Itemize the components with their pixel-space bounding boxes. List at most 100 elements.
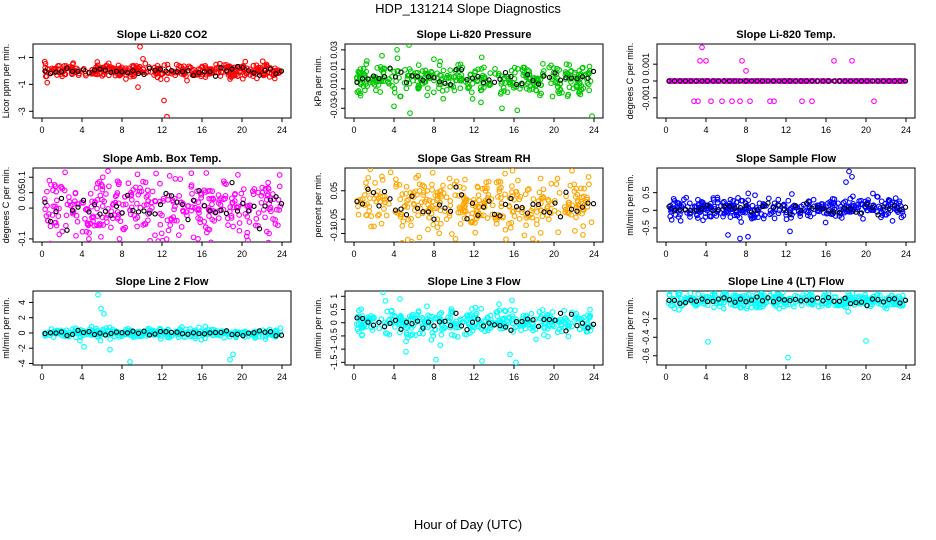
reference-point — [245, 330, 252, 336]
data-point — [267, 195, 273, 201]
data-point — [389, 312, 396, 318]
data-point — [43, 73, 50, 79]
data-point — [519, 82, 525, 89]
data-point — [74, 218, 81, 225]
x-tick-label: 12 — [781, 372, 791, 382]
data-point — [720, 305, 727, 312]
data-point — [144, 187, 151, 194]
data-point — [97, 192, 104, 199]
data-point — [138, 188, 145, 195]
data-point — [69, 209, 76, 216]
x-tick-label: 12 — [157, 249, 167, 259]
outlier-point — [785, 354, 791, 361]
data-point — [572, 228, 578, 234]
x-tick-label: 24 — [589, 125, 599, 135]
data-point — [44, 79, 51, 86]
data-point — [497, 179, 504, 185]
reference-point — [776, 296, 782, 302]
reference-point — [86, 209, 92, 215]
reference-point — [163, 329, 169, 335]
data-point — [482, 185, 488, 192]
y-tick-label: 0.1 — [17, 171, 27, 184]
reference-point — [486, 198, 492, 204]
data-point — [549, 316, 556, 322]
data-point — [415, 212, 421, 219]
data-point — [99, 214, 106, 221]
data-point — [558, 321, 565, 328]
reference-point — [64, 65, 70, 71]
reference-point — [858, 299, 865, 305]
reference-point — [699, 205, 705, 212]
reference-point — [902, 78, 909, 84]
data-point — [540, 61, 546, 67]
reference-point — [229, 331, 235, 338]
data-point — [780, 291, 786, 296]
panel-title: Slope Li-820 Temp. — [736, 29, 835, 41]
reference-point — [792, 296, 799, 302]
data-point — [695, 202, 702, 209]
reference-point — [688, 78, 694, 84]
data-point — [480, 212, 487, 219]
reference-point — [190, 72, 197, 79]
data-point — [748, 215, 755, 222]
data-point — [519, 206, 525, 213]
outlier-point — [161, 97, 167, 104]
data-point — [89, 214, 95, 221]
data-point — [115, 181, 122, 188]
x-tick-label: 0 — [351, 125, 356, 135]
x-tick-label: 8 — [743, 372, 748, 382]
data-point — [112, 193, 119, 200]
reference-point — [113, 329, 120, 335]
data-point — [521, 232, 528, 239]
y-axis-label: ml/min per min. — [625, 297, 635, 359]
data-point — [535, 203, 542, 210]
data-point — [259, 58, 266, 65]
data-point — [512, 324, 519, 330]
reference-point — [381, 73, 388, 80]
data-point — [45, 211, 52, 217]
data-point — [483, 179, 490, 186]
data-point — [416, 181, 423, 188]
data-point — [540, 186, 547, 193]
data-point — [580, 223, 587, 229]
data-point — [568, 67, 575, 74]
x-tick-label: 4 — [703, 125, 708, 135]
data-point — [556, 190, 563, 196]
data-point — [379, 177, 386, 183]
data-point — [888, 301, 895, 308]
x-tick-label: 4 — [703, 249, 708, 259]
data-point — [775, 210, 782, 217]
data-point — [438, 331, 445, 338]
outlier-point — [831, 57, 837, 64]
data-points — [666, 168, 909, 242]
data-point — [569, 309, 575, 316]
data-point — [443, 194, 450, 201]
y-tick-label: -3 — [17, 107, 27, 115]
data-point — [573, 84, 580, 90]
reference-point — [201, 203, 208, 209]
data-point — [447, 183, 453, 190]
data-point — [434, 192, 441, 199]
data-points — [353, 291, 597, 365]
reference-point — [886, 78, 892, 84]
data-point — [50, 187, 56, 194]
reference-point — [420, 209, 426, 215]
x-tick-label: 16 — [197, 249, 207, 259]
data-point — [786, 295, 793, 302]
reference-point — [453, 66, 459, 73]
reference-point — [47, 218, 54, 225]
data-point — [269, 191, 276, 197]
panel-5: Slope Gas Stream RH percent per min. -0.1-… — [313, 153, 604, 259]
y-axis-label: degrees C per min. — [625, 43, 635, 120]
outlier-point — [849, 173, 855, 180]
data-point — [137, 204, 144, 211]
y-axis-label: ml/min per min. — [625, 174, 635, 236]
data-point — [376, 211, 382, 218]
reference-point — [141, 328, 147, 334]
reference-point — [174, 199, 180, 205]
data-point — [159, 212, 165, 219]
reference-point — [666, 203, 672, 210]
reference-point — [693, 78, 700, 84]
data-point — [184, 203, 191, 210]
outlier-point — [737, 235, 743, 242]
